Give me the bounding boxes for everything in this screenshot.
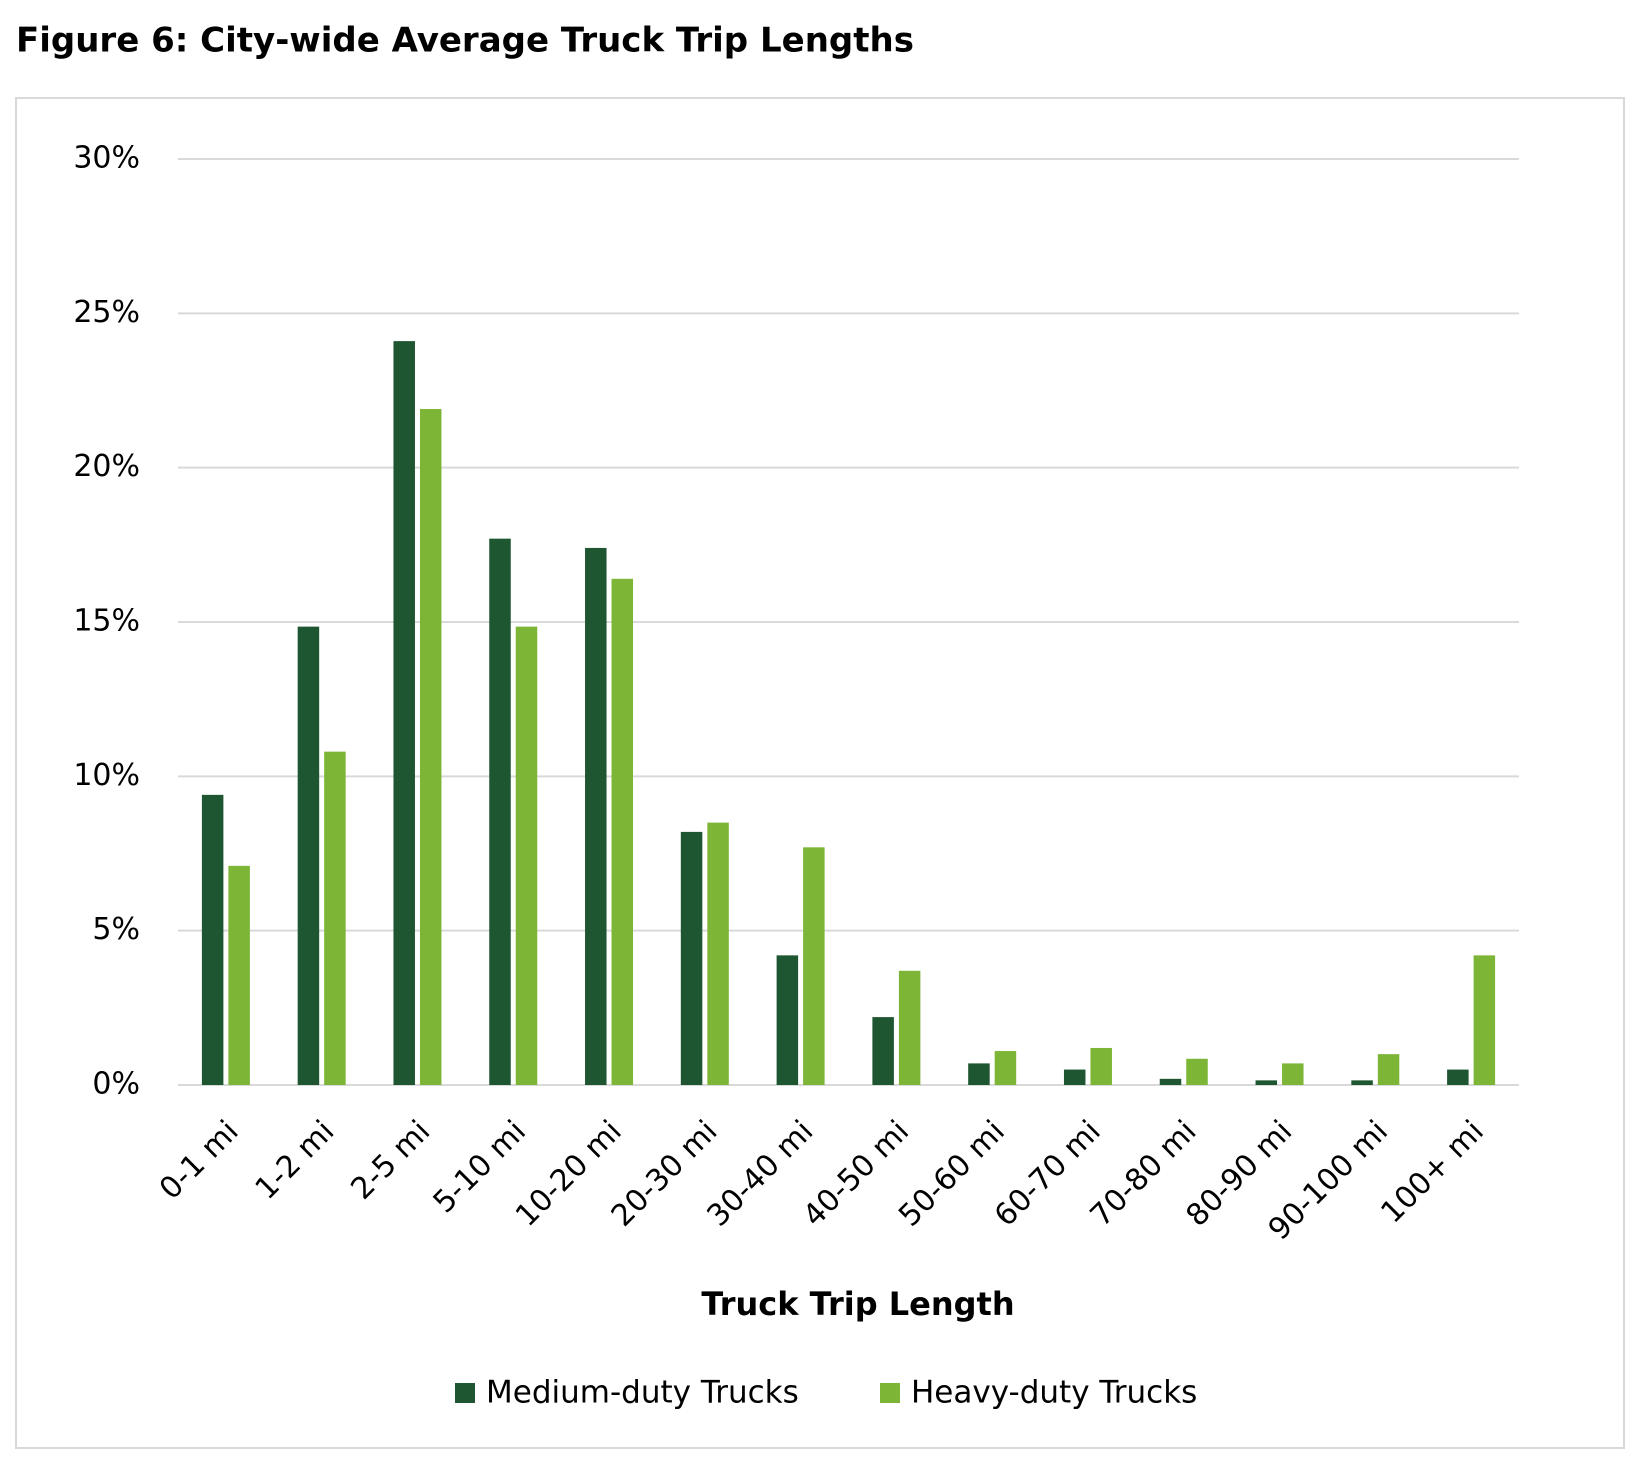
x-tick-label: 0-1 mi [153,1114,246,1207]
bar [994,1051,1017,1085]
bar [1186,1058,1208,1085]
y-tick-label: 10% [73,758,140,793]
chart-frame [15,97,1625,1449]
y-tick-label: 20% [73,449,140,484]
bar [297,626,320,1085]
bar [489,538,511,1085]
y-tick-label: 25% [73,295,140,330]
legend-swatch [880,1383,900,1403]
bar [1377,1054,1400,1085]
chart-title: Figure 6: City-wide Average Truck Trip L… [16,21,914,61]
x-tick-label: 2-5 mi [344,1114,437,1207]
bar [803,847,825,1085]
bar [1447,1069,1469,1085]
y-tick-label: 5% [92,912,140,947]
bar [515,626,538,1085]
bar [1255,1080,1278,1085]
bar [707,822,729,1085]
y-tick-label: 0% [92,1067,140,1102]
bar [1159,1078,1182,1085]
y-tick-label: 15% [73,604,140,639]
bar [1473,955,1496,1085]
legend-swatch [455,1383,475,1403]
bar [968,1063,990,1085]
x-axis-title: Truck Trip Length [701,1285,1014,1323]
bar [872,1017,894,1085]
bar [201,794,224,1085]
bar [898,970,921,1085]
legend-label: Heavy-duty Trucks [911,1375,1197,1411]
bar [1351,1080,1373,1085]
bar [1090,1047,1112,1085]
bar [419,409,442,1085]
bar [680,831,703,1085]
legend-label: Medium-duty Trucks [486,1375,799,1411]
bar [776,955,799,1085]
bar [324,751,346,1085]
bar [228,865,250,1085]
bar [1282,1063,1304,1085]
x-tick-label: 100+ mi [1374,1114,1490,1230]
bar [611,578,634,1085]
x-tick-label: 1-2 mi [249,1114,342,1207]
bar [1063,1069,1086,1085]
bar [585,547,607,1085]
y-tick-label: 30% [73,141,140,176]
bar [393,341,415,1085]
